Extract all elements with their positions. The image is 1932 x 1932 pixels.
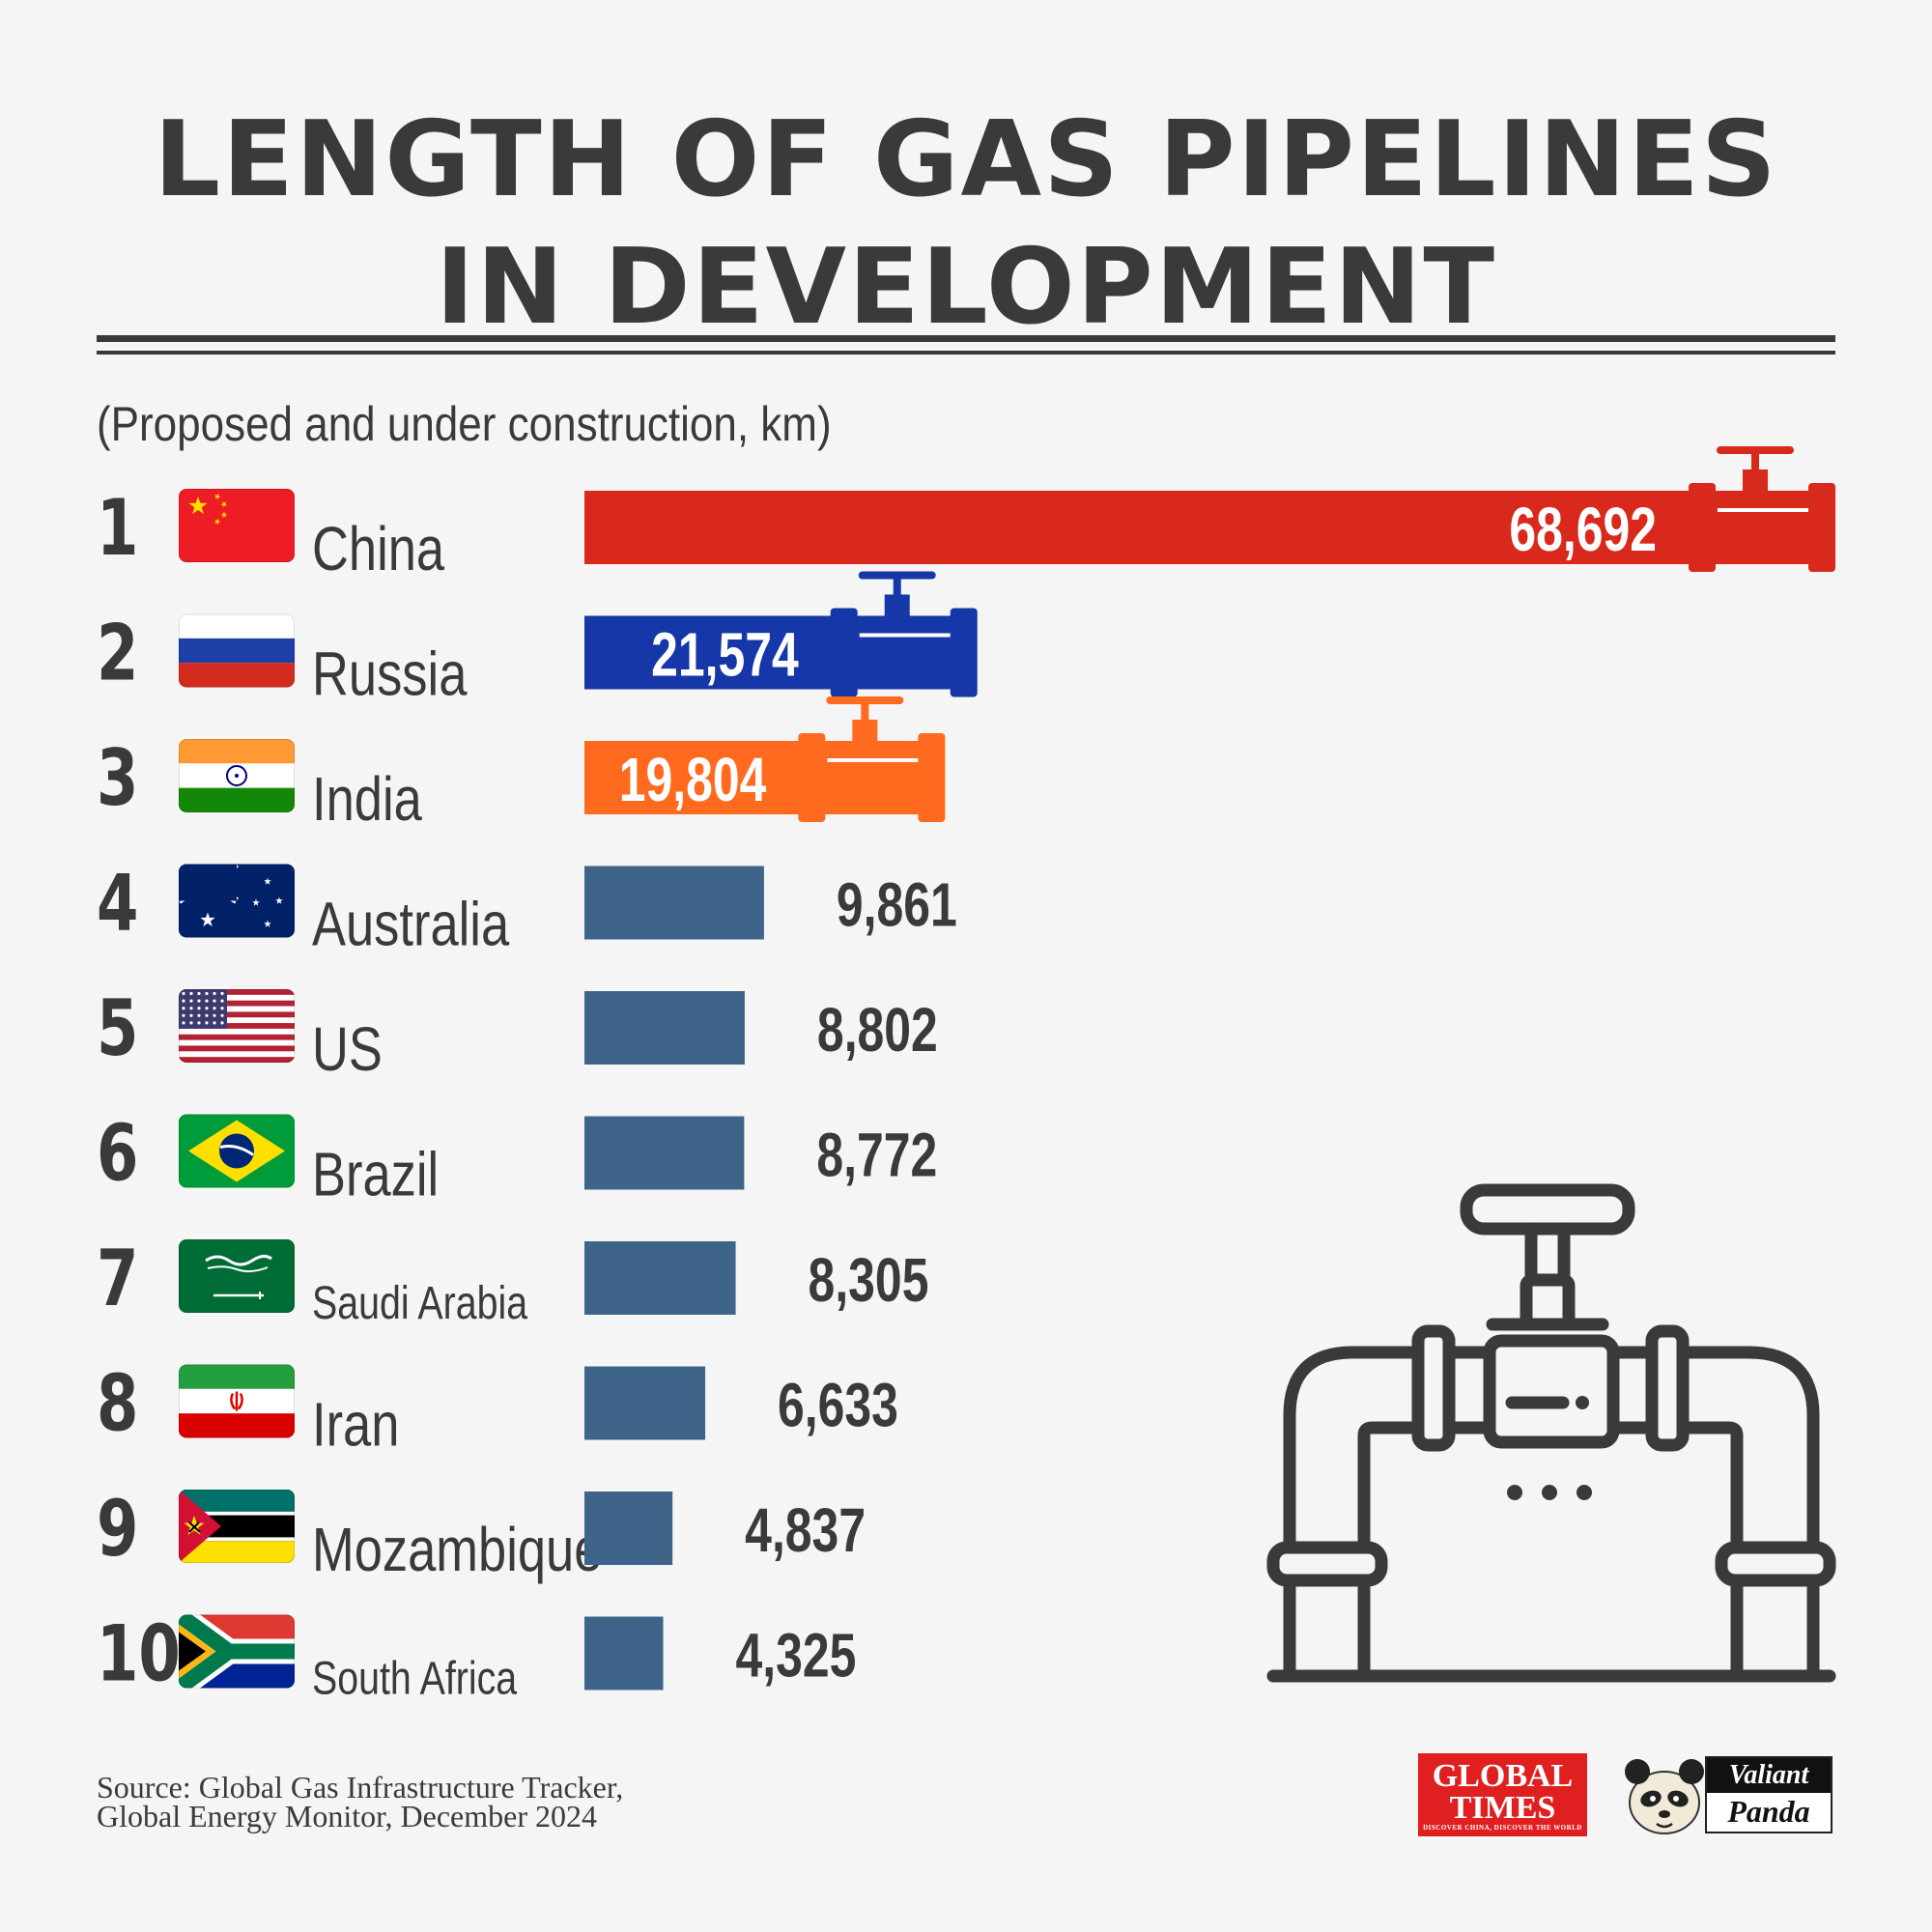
- bar: [584, 866, 764, 940]
- country-label: South Africa: [312, 1653, 518, 1705]
- india-flag: [179, 739, 295, 812]
- iran-flag: [179, 1364, 295, 1438]
- bar-chart: 1 China 68,692 2 Russia 21,574 3 India 19,804 4 Au…: [97, 446, 1836, 1704]
- saudi-arabia-flag: [179, 1239, 295, 1313]
- brazil-flag: [179, 1114, 295, 1188]
- rank-label: 9: [97, 1483, 138, 1574]
- value-label: 6,633: [778, 1372, 898, 1440]
- bar-row: 5 US 8,802: [97, 982, 938, 1084]
- chart-subtitle: (Proposed and under construction, km): [97, 397, 832, 451]
- bar: [584, 1241, 736, 1315]
- value-label: 9,861: [837, 871, 957, 940]
- valiant-panda-logo-line-1: Valiant: [1707, 1758, 1831, 1793]
- bar-row: 1 China 68,692: [97, 446, 1835, 583]
- country-label: China: [312, 515, 445, 583]
- china-flag: [179, 489, 295, 562]
- rank-label: 2: [97, 608, 138, 698]
- pipe-valve-icon: [1689, 446, 1835, 572]
- country-label: Brazil: [312, 1141, 439, 1209]
- rank-label: 7: [97, 1233, 138, 1323]
- value-label: 4,325: [736, 1622, 857, 1690]
- bar: [584, 491, 1690, 564]
- value-label: 8,305: [809, 1246, 929, 1315]
- bar-row: 10 South Africa 4,325: [97, 1608, 856, 1705]
- chart-title: LENGTH OF GAS PIPELINES IN DEVELOPMENT: [0, 97, 1932, 352]
- south-africa-flag: [179, 1614, 295, 1689]
- source-note: Source: Global Gas Infrastructure Tracke…: [97, 1770, 624, 1833]
- country-label: Saudi Arabia: [312, 1277, 528, 1329]
- bar: [584, 1366, 706, 1440]
- us-flag: [179, 989, 295, 1063]
- title-line-2: IN DEVELOPMENT: [435, 227, 1497, 348]
- valiant-panda-logo: Valiant Panda: [1618, 1750, 1833, 1839]
- bar-rows: 1 China 68,692 2 Russia 21,574 3 India 19,804 4 Au…: [97, 446, 1835, 1704]
- value-label: 68,692: [1509, 496, 1657, 564]
- global-times-logo-line-2: TIMES: [1449, 1790, 1556, 1826]
- bar: [584, 741, 801, 814]
- global-times-logo: GLOBAL TIMES DISCOVER CHINA, DISCOVER TH…: [1418, 1753, 1587, 1836]
- value-label: 4,837: [745, 1496, 866, 1565]
- bar: [584, 615, 833, 690]
- bar-row: 6 Brazil 8,772: [97, 1108, 937, 1209]
- bar-row: 7 Saudi Arabia 8,305: [97, 1233, 928, 1329]
- bar: [584, 991, 745, 1065]
- country-label: India: [312, 765, 422, 834]
- bar-row: 9 Mozambique 4,837: [97, 1483, 866, 1584]
- rank-label: 6: [97, 1108, 138, 1199]
- source-line-1: Source: Global Gas Infrastructure Tracke…: [97, 1770, 624, 1804]
- country-label: Australia: [312, 891, 510, 959]
- global-times-logo-tagline: DISCOVER CHINA, DISCOVER THE WORLD: [1423, 1824, 1582, 1832]
- title-rule-top: [97, 335, 1835, 342]
- bar: [584, 1616, 664, 1690]
- global-times-logo-line-1: GLOBAL: [1432, 1758, 1574, 1794]
- country-label: Russia: [312, 640, 468, 709]
- country-label: Mozambique: [312, 1516, 602, 1584]
- mozambique-flag: [179, 1490, 295, 1563]
- valiant-panda-wordmark: Valiant Panda: [1705, 1756, 1833, 1833]
- bar: [584, 1492, 673, 1565]
- rank-label: 5: [97, 982, 138, 1073]
- bar-row: 2 Russia 21,574: [97, 571, 978, 709]
- value-label: 8,772: [816, 1122, 937, 1190]
- rank-label: 3: [97, 732, 138, 823]
- valiant-panda-logo-line-2: Panda: [1727, 1794, 1810, 1829]
- value-label: 19,804: [619, 746, 767, 814]
- russia-flag: [179, 613, 295, 688]
- pipe-valve-icon: [798, 696, 946, 822]
- pipeline-valve-icon: [1266, 1183, 1836, 1683]
- bar-row: 8 Iran 6,633: [97, 1358, 898, 1460]
- country-label: Iran: [312, 1391, 399, 1460]
- rank-label: 8: [97, 1358, 138, 1449]
- bar-row: 3 India 19,804: [97, 696, 946, 834]
- bar: [584, 1116, 745, 1190]
- panda-icon: [1625, 1759, 1704, 1834]
- rank-label: 4: [97, 858, 138, 949]
- rank-label: 1: [97, 482, 138, 573]
- title-rule-bottom: [97, 351, 1835, 355]
- australia-flag: [179, 864, 295, 938]
- bar-row: 4 Australia 9,861: [97, 858, 957, 959]
- value-label: 8,802: [817, 996, 938, 1065]
- title-line-1: LENGTH OF GAS PIPELINES: [154, 99, 1778, 220]
- country-label: US: [312, 1015, 383, 1084]
- pipe-valve-icon: [830, 571, 978, 697]
- rank-label: 10: [97, 1608, 181, 1699]
- source-line-2: Global Energy Monitor, December 2024: [97, 1799, 597, 1833]
- value-label: 21,574: [651, 621, 799, 690]
